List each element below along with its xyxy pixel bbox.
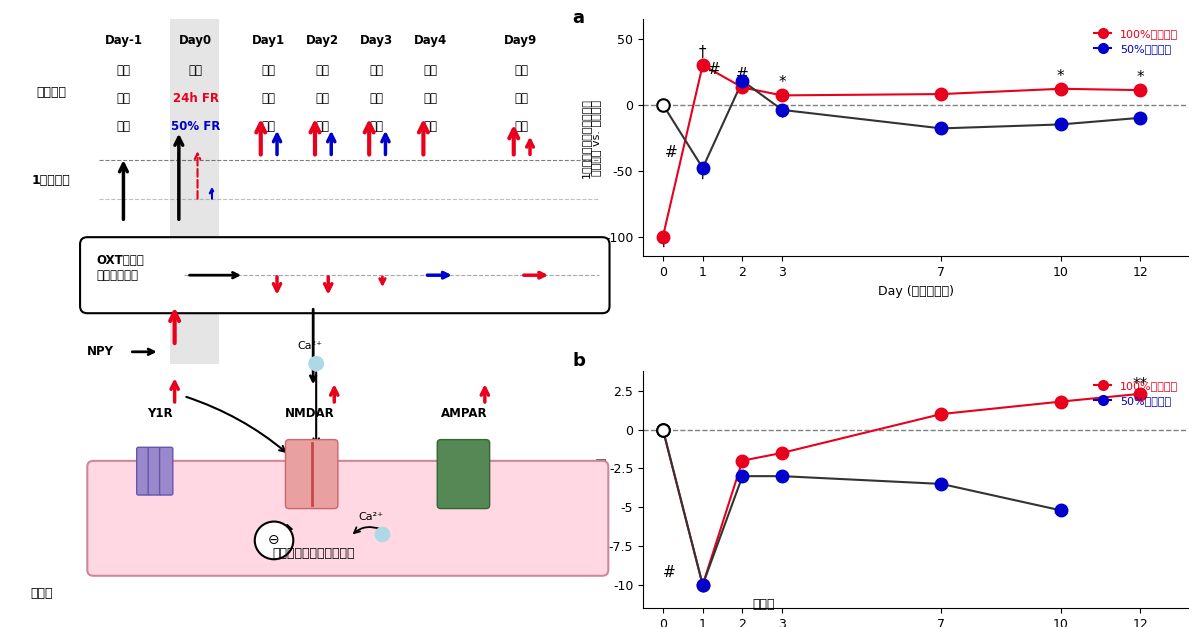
Text: 通常: 通常 <box>370 92 384 105</box>
Text: #: # <box>662 565 676 580</box>
Legend: 100%食事制限, 50%食事制限: 100%食事制限, 50%食事制限 <box>1090 24 1182 59</box>
Y-axis label: 体重の増加（％）：
食事制限―通常摄食: 体重の増加（％）： 食事制限―通常摄食 <box>584 457 606 522</box>
Text: *: * <box>779 111 786 126</box>
Text: 通常: 通常 <box>424 64 438 77</box>
Text: 通常: 通常 <box>316 92 329 105</box>
FancyBboxPatch shape <box>137 447 150 495</box>
Text: 24h FR: 24h FR <box>173 92 218 105</box>
Circle shape <box>254 522 293 559</box>
FancyBboxPatch shape <box>170 19 220 364</box>
Text: AMPAR: AMPAR <box>440 407 487 420</box>
Circle shape <box>376 527 390 542</box>
Text: Day3: Day3 <box>360 34 392 46</box>
Text: 図２．: 図２． <box>752 598 775 611</box>
Text: Day-1: Day-1 <box>104 34 143 46</box>
Y-axis label: 1日摄食量の増加（％）：
食事制限 vs. 通常摄食: 1日摄食量の増加（％）： 食事制限 vs. 通常摄食 <box>581 98 602 177</box>
Text: Day9: Day9 <box>504 34 538 46</box>
Text: 通常: 通常 <box>514 92 528 105</box>
Text: 給餌条件: 給餌条件 <box>36 86 66 99</box>
Text: *: * <box>1136 70 1144 85</box>
Text: Day4: Day4 <box>414 34 448 46</box>
Text: 50% FR: 50% FR <box>172 120 221 132</box>
FancyBboxPatch shape <box>148 447 161 495</box>
Text: Y1R: Y1R <box>146 407 173 420</box>
Text: 通常: 通常 <box>316 120 329 132</box>
Text: ⊖: ⊖ <box>269 534 280 547</box>
Text: *: * <box>1057 68 1064 83</box>
FancyBboxPatch shape <box>80 237 610 314</box>
Text: **: ** <box>1054 508 1068 523</box>
Text: NMDAR: NMDAR <box>286 407 335 420</box>
Text: #: # <box>665 145 677 160</box>
Legend: 100%食事制限, 50%食事制限: 100%食事制限, 50%食事制限 <box>1090 376 1182 411</box>
FancyBboxPatch shape <box>286 440 338 508</box>
Text: †: † <box>659 233 667 248</box>
Text: a: a <box>572 9 584 28</box>
Text: 1日摂食量: 1日摂食量 <box>31 174 71 187</box>
Text: 通常: 通常 <box>370 64 384 77</box>
Text: Day1: Day1 <box>252 34 284 46</box>
Text: 通常: 通常 <box>188 64 203 77</box>
Text: †: † <box>698 166 707 181</box>
Text: **: ** <box>1133 376 1148 391</box>
Text: #: # <box>736 67 749 82</box>
Text: Day2: Day2 <box>306 34 338 46</box>
Text: 通常: 通常 <box>514 64 528 77</box>
Text: 通常: 通常 <box>116 92 131 105</box>
Text: Ca²⁺: Ca²⁺ <box>358 512 383 522</box>
Text: 図１．: 図１． <box>30 587 53 600</box>
Text: 通常: 通常 <box>116 64 131 77</box>
Text: †: † <box>698 579 707 594</box>
FancyBboxPatch shape <box>437 440 490 508</box>
Text: NPY: NPY <box>88 345 114 358</box>
Circle shape <box>308 357 324 371</box>
Text: 通常: 通常 <box>116 120 131 132</box>
Text: 通常: 通常 <box>260 64 275 77</box>
Text: OXT神経の
シナプス電流: OXT神経の シナプス電流 <box>96 254 144 282</box>
Text: #: # <box>708 62 721 77</box>
FancyBboxPatch shape <box>160 447 173 495</box>
Text: 通常: 通常 <box>514 120 528 132</box>
Text: *: * <box>779 75 786 90</box>
Text: b: b <box>572 352 586 369</box>
Text: Day0: Day0 <box>179 34 212 46</box>
Text: 通常: 通常 <box>424 120 438 132</box>
Text: Ca²⁺: Ca²⁺ <box>298 341 323 351</box>
FancyBboxPatch shape <box>88 461 608 576</box>
X-axis label: Day (食事制限後): Day (食事制限後) <box>877 285 954 298</box>
Text: 室傍核オキシトシン神経: 室傍核オキシトシン神経 <box>272 547 354 560</box>
Text: 通常: 通常 <box>316 64 329 77</box>
Text: 通常: 通常 <box>260 120 275 132</box>
Text: 通常: 通常 <box>370 120 384 132</box>
Text: †: † <box>698 45 707 60</box>
Text: 通常: 通常 <box>260 92 275 105</box>
Text: 通常: 通常 <box>424 92 438 105</box>
